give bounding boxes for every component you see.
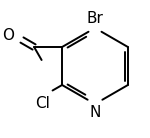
Text: O: O — [2, 29, 14, 43]
Text: N: N — [89, 105, 101, 120]
Text: Br: Br — [87, 11, 104, 26]
Text: Cl: Cl — [35, 96, 50, 111]
